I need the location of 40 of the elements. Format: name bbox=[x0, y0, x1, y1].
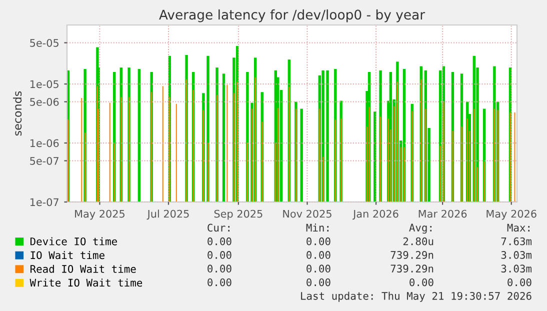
x-tick-label: Jul 2025 bbox=[146, 210, 189, 220]
x-tick-label: Sep 2025 bbox=[214, 210, 262, 220]
x-tick-label: May 2026 bbox=[486, 210, 536, 220]
y-tick-label: 5e-05 bbox=[30, 38, 58, 47]
text: Avg: bbox=[409, 224, 432, 234]
text: Last update: Thu May 21 19:30:57 2026 bbox=[301, 292, 532, 302]
text: 0.00 bbox=[208, 251, 232, 259]
legend-label: Read IO Wait time bbox=[30, 264, 136, 273]
text: 3.03m bbox=[501, 251, 532, 259]
text: Min: bbox=[306, 224, 328, 232]
legend-label: Write IO Wait time bbox=[30, 278, 142, 287]
text: 0.00 bbox=[306, 237, 330, 246]
text: 0.00 bbox=[306, 278, 330, 286]
text: 0.00 bbox=[208, 264, 232, 273]
y-tick-label: 1e-06 bbox=[30, 139, 59, 148]
text: 7.63m bbox=[501, 237, 532, 246]
text: 0.00 bbox=[208, 278, 232, 286]
x-tick-label: Mar 2026 bbox=[418, 210, 467, 218]
text: 0.00 bbox=[306, 264, 330, 273]
text: 0.00 bbox=[508, 278, 532, 286]
legend-label: IO Wait time bbox=[30, 251, 104, 260]
x-tick-label: Jan 2026 bbox=[352, 210, 398, 220]
y-tick-label: 1e-07 bbox=[30, 198, 58, 206]
legend-label: Device IO time bbox=[30, 237, 117, 246]
text: Cur: bbox=[208, 224, 230, 232]
text: 0.00 bbox=[306, 251, 330, 259]
text: 2.80u bbox=[403, 237, 434, 246]
text: 739.29n bbox=[390, 251, 434, 259]
y-axis-title: seconds bbox=[13, 91, 22, 136]
text: 3.03m bbox=[501, 264, 532, 273]
x-tick-label: Nov 2025 bbox=[283, 210, 332, 218]
y-tick-label: 5e-06 bbox=[30, 98, 59, 106]
text: 739.29n bbox=[390, 264, 434, 273]
text: 0.00 bbox=[410, 278, 434, 286]
text: Max: bbox=[507, 224, 530, 232]
text: 0.00 bbox=[208, 237, 232, 246]
y-tick-label: 1e-05 bbox=[30, 80, 58, 88]
x-tick-label: May 2025 bbox=[75, 210, 124, 220]
chart-title: Average latency for /dev/loop0 - by year bbox=[159, 9, 426, 22]
y-tick-label: 5e-07 bbox=[30, 156, 58, 165]
